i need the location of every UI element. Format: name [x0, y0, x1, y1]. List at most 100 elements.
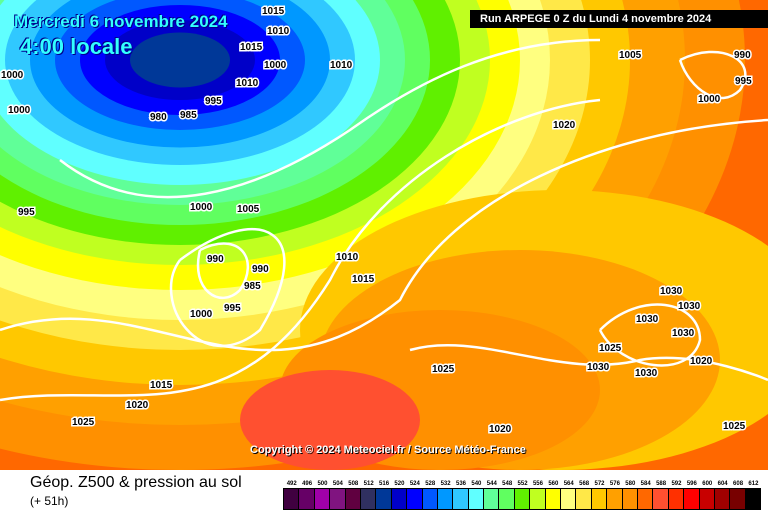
legend-label: 584 [640, 481, 651, 487]
isobar-label: 990 [734, 50, 751, 61]
legend-swatch [483, 488, 500, 510]
legend-swatch [729, 488, 746, 510]
legend-label: 532 [440, 481, 451, 487]
isobar-label: 1030 [587, 362, 610, 373]
legend-label: 600 [702, 481, 713, 487]
isobar-label: 985 [244, 281, 261, 292]
isobar-label: 1010 [236, 78, 259, 89]
isobar [409, 343, 768, 382]
legend-cell: 508 [344, 480, 361, 510]
legend-cell: 540 [467, 480, 485, 510]
isobar [0, 98, 601, 402]
isobar [0, 118, 768, 352]
legend-label: 492 [286, 481, 297, 487]
forecast-hour: 4:00 locale [20, 34, 133, 59]
isobar-label: 1025 [432, 364, 455, 375]
legend-label: 608 [733, 481, 744, 487]
legend-swatch [359, 488, 377, 510]
legend-label: 536 [455, 481, 466, 487]
isobar [196, 242, 250, 300]
legend-cell: 536 [452, 480, 469, 510]
isobar-label: 1020 [489, 424, 512, 435]
model-run-info: Run ARPEGE 0 Z du Lundi 4 novembre 2024 [470, 10, 768, 28]
legend-label: 612 [748, 481, 759, 487]
legend-cell: 612 [744, 480, 762, 510]
isobar-label: 1030 [636, 314, 659, 325]
isobar-label: 1025 [599, 343, 622, 354]
isobar-label: 1020 [126, 400, 149, 411]
legend-cell: 552 [513, 480, 531, 510]
legend-cell: 560 [544, 480, 562, 510]
isobar-label: 995 [18, 207, 35, 218]
legend-swatch [590, 488, 608, 510]
weather-map: 1000 1015 1010 1015 1010 1000 1010 995 980 985 100… [0, 0, 768, 470]
isobar-label: 1000 [698, 94, 721, 105]
legend-label: 524 [409, 481, 420, 487]
footer: Géop. Z500 & pression au sol (+ 51h) 492… [0, 470, 768, 512]
forecast-date: Mercredi 6 novembre 2024 [14, 12, 228, 31]
legend-label: 580 [625, 481, 636, 487]
isobar [59, 38, 601, 199]
isobar-label: 1030 [635, 368, 658, 379]
isobar-label: 1015 [352, 274, 375, 285]
isobar-label: 1030 [672, 328, 695, 339]
legend-swatch [329, 488, 346, 510]
legend-cell: 520 [390, 480, 408, 510]
isobar-label: 1015 [240, 42, 263, 53]
legend-swatch [498, 488, 515, 510]
legend-cell: 580 [621, 480, 638, 510]
isobar-label: 1030 [678, 301, 701, 312]
legend-label: 588 [656, 481, 667, 487]
legend-label: 520 [394, 481, 405, 487]
isobar-label: 1025 [723, 421, 746, 432]
legend-label: 508 [348, 481, 359, 487]
legend-cell: 524 [406, 480, 423, 510]
isobar-label: 1000 [264, 60, 287, 71]
isobar-label: 1010 [330, 60, 353, 71]
isobar-label: 1020 [553, 120, 576, 131]
isobar-label: 985 [180, 110, 197, 121]
isobar-label: 1010 [336, 252, 359, 263]
legend-cell: 564 [560, 480, 577, 510]
legend-cell: 504 [329, 480, 346, 510]
legend-swatch [313, 488, 331, 510]
legend-label: 504 [332, 481, 343, 487]
legend-label: 540 [471, 481, 482, 487]
legend-swatch [467, 488, 485, 510]
isobar-label: 990 [252, 264, 269, 275]
legend-swatch [390, 488, 408, 510]
legend-swatch [375, 488, 392, 510]
copyright: Copyright © 2024 Meteociel.fr / Source M… [250, 444, 526, 456]
legend-label: 556 [532, 481, 543, 487]
legend-cell: 548 [498, 480, 515, 510]
color-scale-legend: 492 496 500 504 508 512 516 520 524 528 532 536 540 5… [283, 480, 762, 510]
isobar-label: 1000 [1, 70, 24, 81]
legend-swatch [713, 488, 731, 510]
legend-swatch [560, 488, 577, 510]
legend-cell: 604 [713, 480, 731, 510]
isobar-label: 990 [207, 254, 224, 265]
isobar-label: 1000 [190, 202, 213, 213]
legend-cell: 588 [652, 480, 669, 510]
legend-swatch [344, 488, 361, 510]
legend-swatch [406, 488, 423, 510]
isobar-label: 1005 [237, 204, 260, 215]
legend-label: 576 [609, 481, 620, 487]
legend-label: 496 [302, 481, 313, 487]
legend-label: 528 [425, 481, 436, 487]
forecast-lead-time: (+ 51h) [30, 494, 69, 508]
legend-label: 544 [486, 481, 497, 487]
legend-label: 512 [363, 481, 374, 487]
legend-cell: 528 [421, 480, 438, 510]
legend-swatch [436, 488, 454, 510]
legend-cell: 492 [283, 480, 300, 510]
legend-label: 604 [717, 481, 728, 487]
legend-label: 560 [548, 481, 559, 487]
legend-swatch [667, 488, 685, 510]
legend-swatch [513, 488, 531, 510]
isobar-label: 1000 [8, 105, 31, 116]
legend-swatch [575, 488, 592, 510]
legend-cell: 600 [698, 480, 715, 510]
legend-swatch [544, 488, 562, 510]
isobar-label: 1015 [262, 6, 285, 17]
